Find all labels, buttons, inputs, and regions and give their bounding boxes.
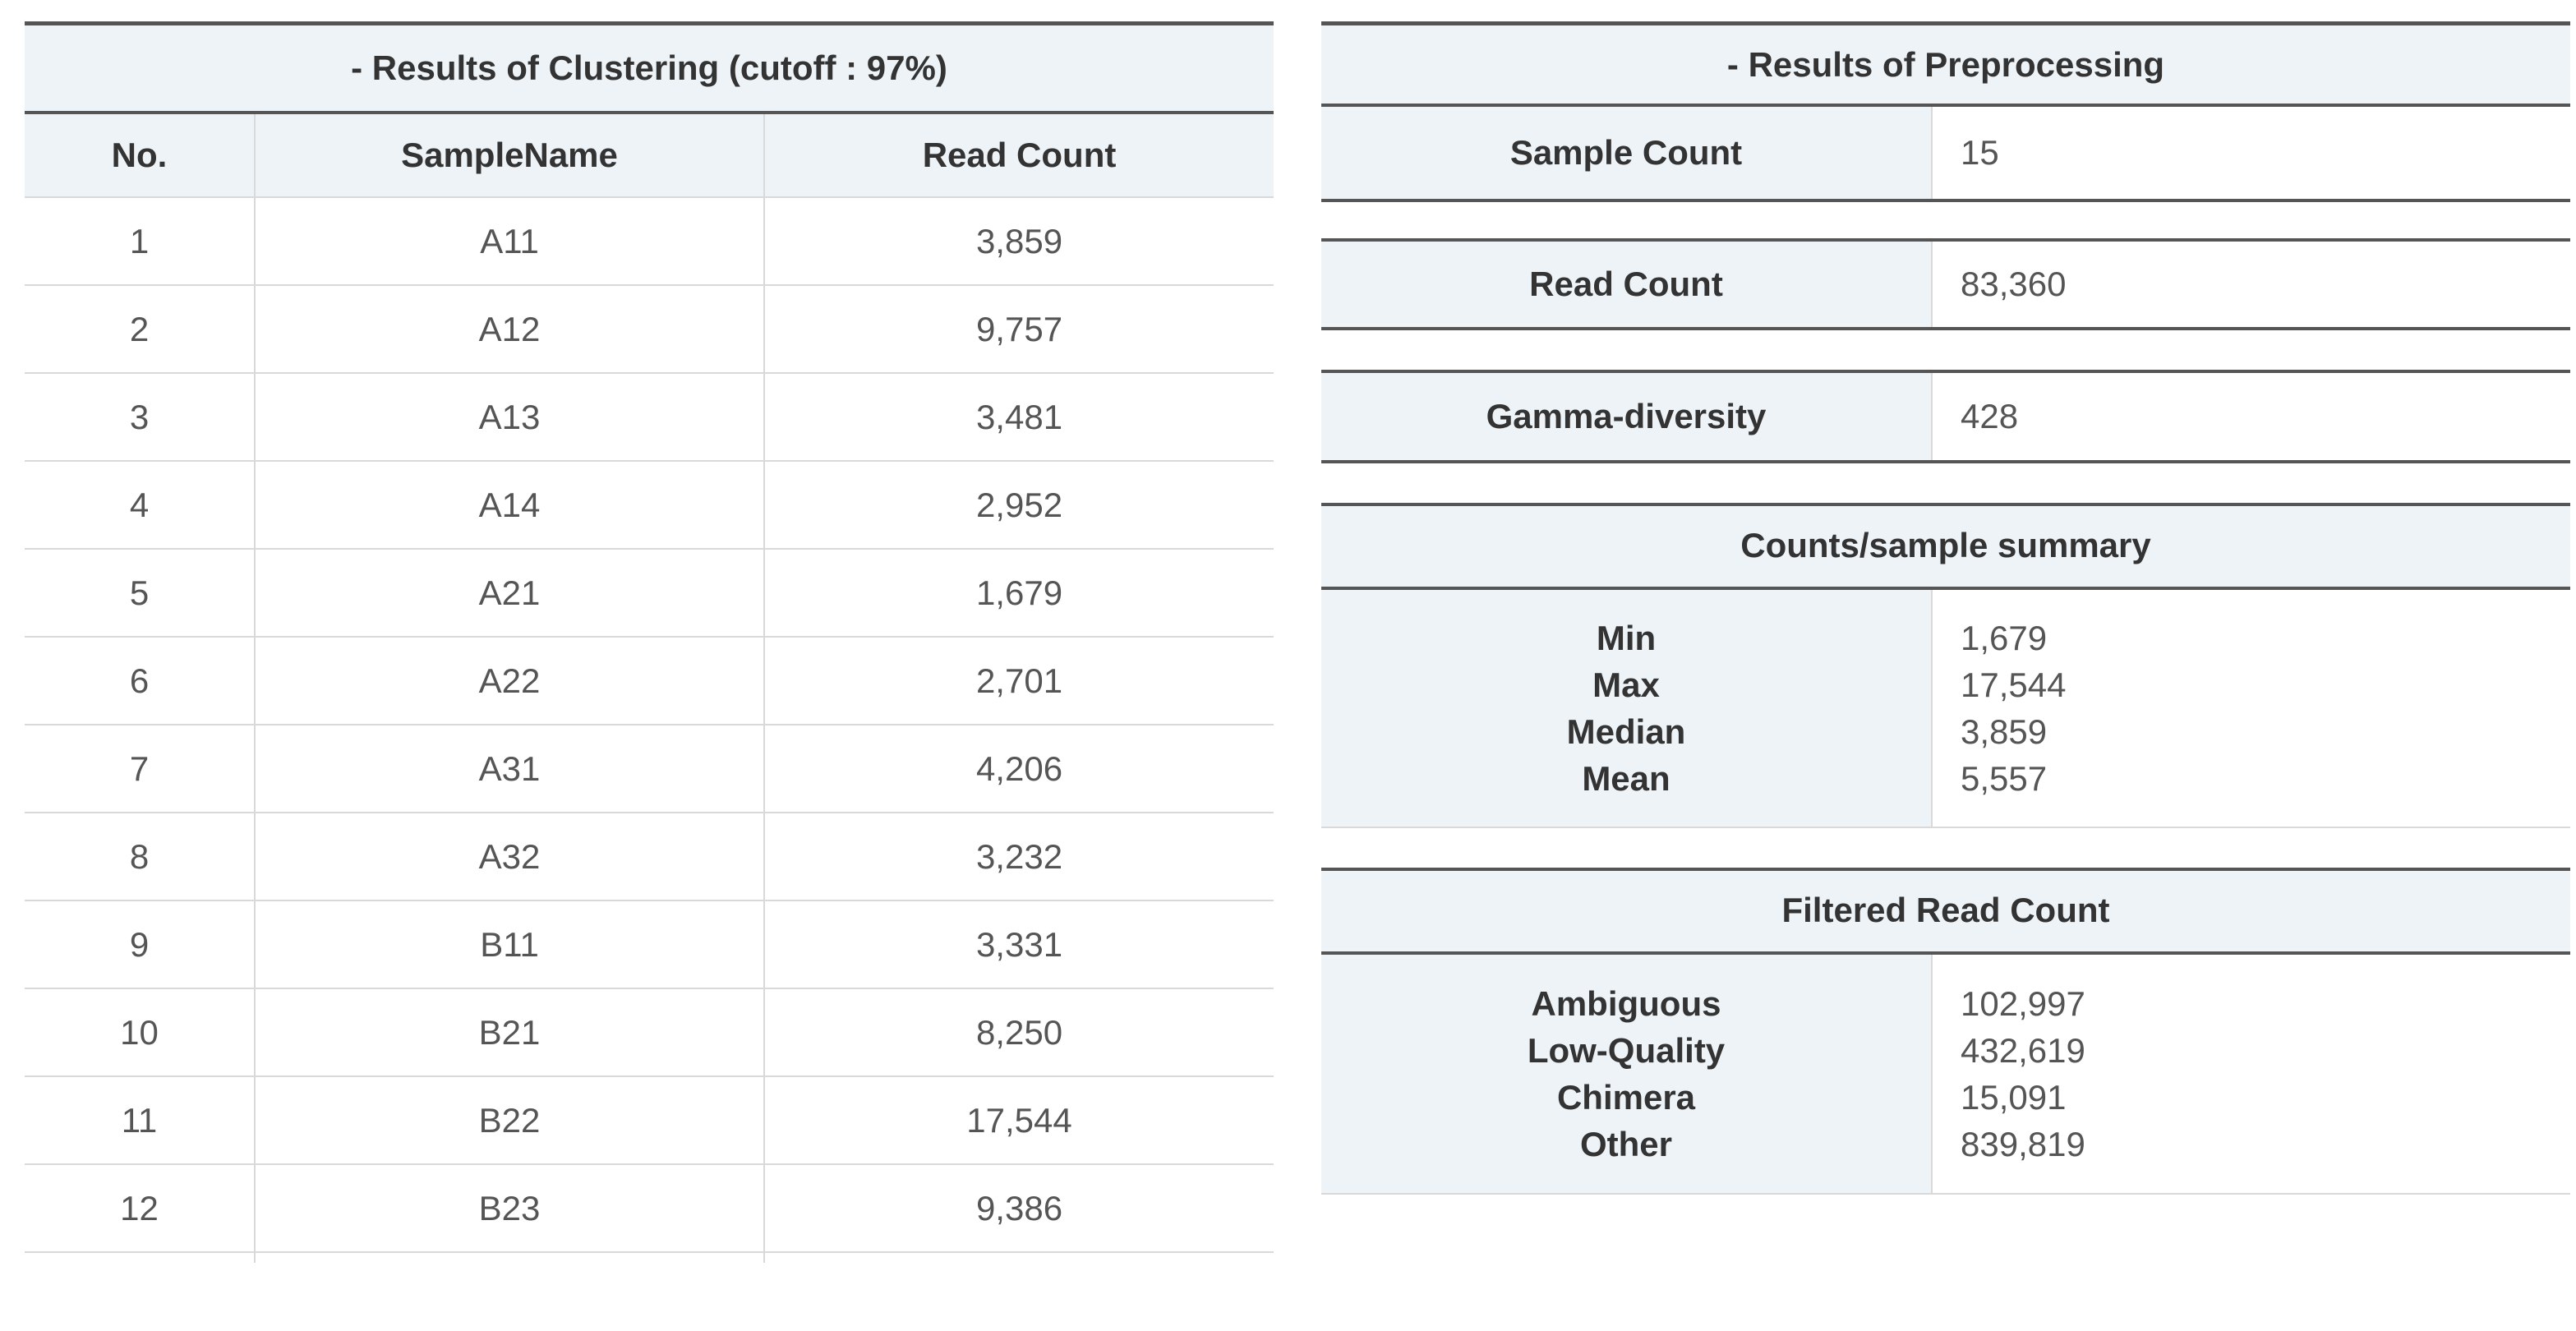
read-count: 2,952	[764, 461, 1274, 550]
row-number: 9	[25, 900, 256, 989]
row-number: 12	[25, 1164, 256, 1253]
sample-name: B23	[255, 1164, 765, 1253]
sample-count-value: 15	[1961, 133, 1999, 172]
column-header-sample-name: SampleName	[255, 113, 765, 198]
summary-value-mean: 5,557	[1961, 759, 2048, 798]
read-count: 17,544	[764, 1076, 1274, 1165]
table-row: 4 A14 2,952	[25, 461, 1274, 550]
sample-name: A12	[255, 285, 765, 374]
sample-name: A11	[255, 197, 765, 286]
summary-value-min: 1,679	[1961, 619, 2048, 657]
table-row: 10 B21 8,250	[25, 988, 1274, 1077]
table-row: 8 A32 3,232	[25, 813, 1274, 901]
filtered-label-other: Other	[1579, 1125, 1672, 1163]
filtered-labels: Ambiguous Low-Quality Chimera Other	[1321, 955, 1933, 1193]
sample-name: A22	[255, 637, 765, 725]
row-number: 6	[25, 637, 256, 725]
column-header-read-count: Read Count	[764, 113, 1274, 198]
filtered-value-chimera: 15,091	[1961, 1078, 2067, 1117]
row-number: 8	[25, 813, 256, 901]
gamma-diversity-value: 428	[1961, 397, 2019, 435]
filtered-value-other: 839,819	[1961, 1125, 2085, 1163]
table-row: 2 A12 9,757	[25, 285, 1274, 374]
filtered-label-low-quality: Low-Quality	[1527, 1031, 1726, 1070]
empty-cell	[25, 1252, 256, 1263]
read-count: 3,232	[764, 813, 1274, 901]
summary-label-min: Min	[1596, 619, 1657, 657]
sample-name: A31	[255, 725, 765, 813]
row-number: 1	[25, 197, 256, 286]
row-number: 7	[25, 725, 256, 813]
table-row: 1 A11 3,859	[25, 197, 1274, 286]
sample-name: A14	[255, 461, 765, 550]
row-number: 4	[25, 461, 256, 550]
sample-name: B21	[255, 988, 765, 1077]
summary-label-mean: Mean	[1582, 759, 1670, 798]
sample-name: A21	[255, 549, 765, 638]
sample-name: B11	[255, 900, 765, 989]
gamma-diversity-row: Gamma-diversity 428	[1321, 370, 2570, 463]
filtered-values: 102,997 432,619 15,091 839,819	[1933, 955, 2570, 1193]
read-count: 3,859	[764, 197, 1274, 286]
table-row: 7 A31 4,206	[25, 725, 1274, 813]
read-count-label: Read Count	[1321, 242, 1933, 327]
read-count: 9,386	[764, 1164, 1274, 1253]
summary-label-median: Median	[1566, 712, 1686, 751]
row-number: 11	[25, 1076, 256, 1165]
counts-summary-labels: Min Max Median Mean	[1321, 590, 1933, 827]
read-count: 4,206	[764, 725, 1274, 813]
counts-summary-values: 1,679 17,544 3,859 5,557	[1933, 590, 2570, 827]
table-row: 9 B11 3,331	[25, 900, 1274, 989]
table-row: 3 A13 3,481	[25, 373, 1274, 462]
read-count: 1,679	[764, 549, 1274, 638]
summary-value-median: 3,859	[1961, 712, 2048, 751]
summary-label-max: Max	[1592, 666, 1660, 704]
read-count: 8,250	[764, 988, 1274, 1077]
filtered-label-chimera: Chimera	[1556, 1078, 1696, 1117]
clustering-caption: - Results of Clustering (cutoff : 97%)	[25, 21, 1274, 114]
sample-count-row: Sample Count 15	[1321, 107, 2570, 202]
clustering-table: - Results of Clustering (cutoff : 97%) N…	[25, 21, 1274, 1263]
column-header-no: No.	[25, 113, 256, 198]
filtered-read-count-block: Ambiguous Low-Quality Chimera Other 102,…	[1321, 955, 2570, 1195]
table-row: 12 B23 9,386	[25, 1164, 1274, 1253]
read-count: 9,757	[764, 285, 1274, 374]
table-row-cut-off	[25, 1252, 1274, 1263]
summary-value-max: 17,544	[1961, 666, 2067, 704]
row-number: 5	[25, 549, 256, 638]
read-count: 2,701	[764, 637, 1274, 725]
filtered-value-low-quality: 432,619	[1961, 1031, 2085, 1070]
empty-cell	[255, 1252, 765, 1263]
read-count-value: 83,360	[1961, 265, 2067, 303]
read-count-row: Read Count 83,360	[1321, 238, 2570, 330]
preprocessing-caption: - Results of Preprocessing	[1321, 21, 2570, 107]
counts-summary-block: Min Max Median Mean 1,679 17,544 3,859 5…	[1321, 590, 2570, 828]
row-number: 2	[25, 285, 256, 374]
sample-name: B22	[255, 1076, 765, 1165]
empty-cell	[764, 1252, 1274, 1263]
table-row: 6 A22 2,701	[25, 637, 1274, 725]
row-number: 10	[25, 988, 256, 1077]
table-row: 5 A21 1,679	[25, 549, 1274, 638]
filtered-read-count-title: Filtered Read Count	[1321, 868, 2570, 955]
row-number: 3	[25, 373, 256, 462]
sample-count-label: Sample Count	[1321, 107, 1933, 199]
counts-summary-title: Counts/sample summary	[1321, 503, 2570, 590]
filtered-value-ambiguous: 102,997	[1961, 984, 2085, 1023]
read-count: 3,331	[764, 900, 1274, 989]
read-count: 3,481	[764, 373, 1274, 462]
sample-name: A13	[255, 373, 765, 462]
gamma-diversity-label: Gamma-diversity	[1321, 373, 1933, 460]
sample-name: A32	[255, 813, 765, 901]
filtered-label-ambiguous: Ambiguous	[1531, 984, 1721, 1023]
table-row: 11 B22 17,544	[25, 1076, 1274, 1165]
